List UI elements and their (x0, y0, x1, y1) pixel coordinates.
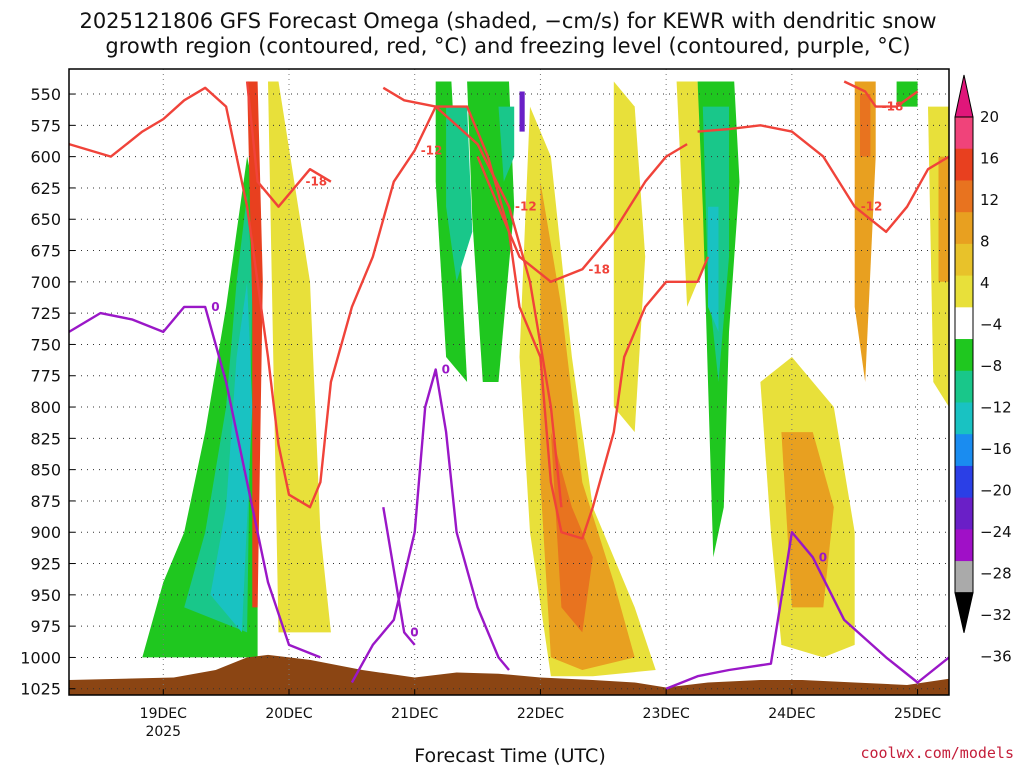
omega-region-3 (247, 81, 263, 608)
colorbar-swatch (955, 212, 973, 245)
omega-region-10 (519, 91, 525, 132)
y-tick-label: 925 (30, 555, 61, 574)
contour-label-8: 0 (410, 625, 418, 639)
colorbar-swatch (955, 434, 973, 467)
contour-label-7: 0 (442, 362, 450, 376)
colorbar-swatch (955, 243, 973, 277)
colorbar-swatch (955, 465, 973, 499)
colorbar-label: 16 (980, 150, 999, 168)
omega-region-25 (896, 81, 918, 107)
y-tick-label: 875 (30, 492, 61, 511)
y-tick-label: 575 (30, 116, 61, 135)
omega-region-20 (781, 432, 834, 608)
x-tick-label: 20DEC (265, 706, 312, 722)
colorbar-label: 12 (980, 191, 999, 209)
x-tick-sublabel: 2025 (145, 724, 181, 740)
omega-region-13 (550, 432, 593, 633)
y-tick-label: 600 (30, 148, 61, 167)
y-tick-label: 850 (30, 461, 61, 480)
colorbar-label: −36 (980, 648, 1012, 666)
dgz-contour-1 (382, 86, 563, 508)
freezing-contour-7 (350, 368, 510, 684)
contour-label-2: -18 (305, 175, 327, 189)
dgz-contour-5 (843, 80, 919, 108)
colorbar-swatch (955, 561, 973, 594)
colorbar-label: −28 (980, 565, 1012, 583)
y-tick-label: 775 (30, 367, 61, 386)
y-tick-label: 975 (30, 617, 61, 636)
colorbar-swatch (955, 529, 973, 562)
colorbar-label: 8 (980, 233, 990, 251)
y-tick-label: 725 (30, 304, 61, 323)
y-tick-label: 950 (30, 586, 61, 605)
omega-region-22 (860, 94, 871, 157)
x-axis-label: Forecast Time (UTC) (414, 745, 605, 767)
contour-label-9: 0 (819, 550, 827, 564)
chart-title-line2: growth region (contoured, red, °C) and f… (105, 34, 910, 58)
colorbar-swatch (955, 497, 973, 530)
colorbar-swatch (955, 275, 973, 308)
colorbar-bottom-arrow (954, 592, 974, 633)
x-tick-label: 22DEC (517, 706, 564, 722)
y-tick-label: 750 (30, 335, 61, 354)
omega-region-18 (708, 206, 719, 332)
y-tick-label: 825 (30, 429, 61, 448)
plot-frame (68, 68, 950, 696)
colorbar-label: 20 (980, 108, 999, 126)
credit-text: coolwx.com/models (860, 744, 1014, 762)
y-tick-label: 625 (30, 179, 61, 198)
colorbar-swatch (955, 339, 973, 372)
omega-region-9 (498, 106, 515, 182)
omega-region-24 (938, 156, 949, 282)
colorbar-top-arrow (954, 74, 974, 118)
colorbar-swatch (955, 307, 973, 340)
dgz-contour-0 (68, 86, 710, 540)
contour-label-6: 0 (211, 300, 219, 314)
y-tick-label: 550 (30, 85, 61, 104)
freezing-contour-6 (68, 305, 321, 659)
omega-region-2 (210, 281, 253, 633)
contour-label-4: -12 (861, 200, 883, 214)
contour-label-0: -12 (421, 143, 443, 157)
y-tick-label: 800 (30, 398, 61, 417)
contour-label-3: -18 (588, 262, 610, 276)
colorbar-label: −8 (980, 357, 1002, 375)
dgz-contour-4 (697, 124, 950, 233)
x-tick-label: 23DEC (643, 706, 690, 722)
x-tick-label: 19DEC (140, 706, 187, 722)
omega-region-8 (446, 106, 473, 282)
y-tick-label: 1000 (20, 648, 61, 667)
dgz-contour-3 (476, 143, 688, 283)
y-tick-label: 1025 (20, 680, 61, 699)
x-tick-label: 24DEC (768, 706, 815, 722)
colorbar-label: −20 (980, 482, 1012, 500)
colorbar-label: −16 (980, 440, 1012, 458)
colorbar-label: −4 (980, 316, 1002, 334)
colorbar-label: −32 (980, 606, 1012, 624)
colorbar-swatch (955, 180, 973, 213)
freezing-contour-9 (665, 531, 950, 690)
colorbar-label: −24 (980, 523, 1012, 541)
y-tick-label: 900 (30, 523, 61, 542)
dgz-contour-2 (245, 81, 332, 208)
colorbar-swatch (955, 117, 973, 150)
y-tick-label: 700 (30, 273, 61, 292)
colorbar-swatch (955, 370, 973, 403)
y-tick-label: 675 (30, 242, 61, 261)
omega-region-5 (268, 81, 331, 633)
x-tick-label: 21DEC (391, 706, 438, 722)
y-tick-label: 650 (30, 210, 61, 229)
colorbar-label: 4 (980, 274, 990, 292)
chart-title-line1: 2025121806 GFS Forecast Omega (shaded, −… (79, 9, 936, 33)
colorbar-swatch (955, 402, 973, 435)
omega-region-21 (854, 81, 876, 382)
colorbar-label: −12 (980, 399, 1012, 417)
colorbar-swatch (955, 148, 973, 181)
omega-region-14 (613, 81, 646, 433)
x-tick-label: 25DEC (894, 706, 941, 722)
freezing-contour-8 (382, 507, 416, 646)
contour-label-5: -18 (882, 100, 904, 114)
contour-label-1: -12 (515, 200, 537, 214)
